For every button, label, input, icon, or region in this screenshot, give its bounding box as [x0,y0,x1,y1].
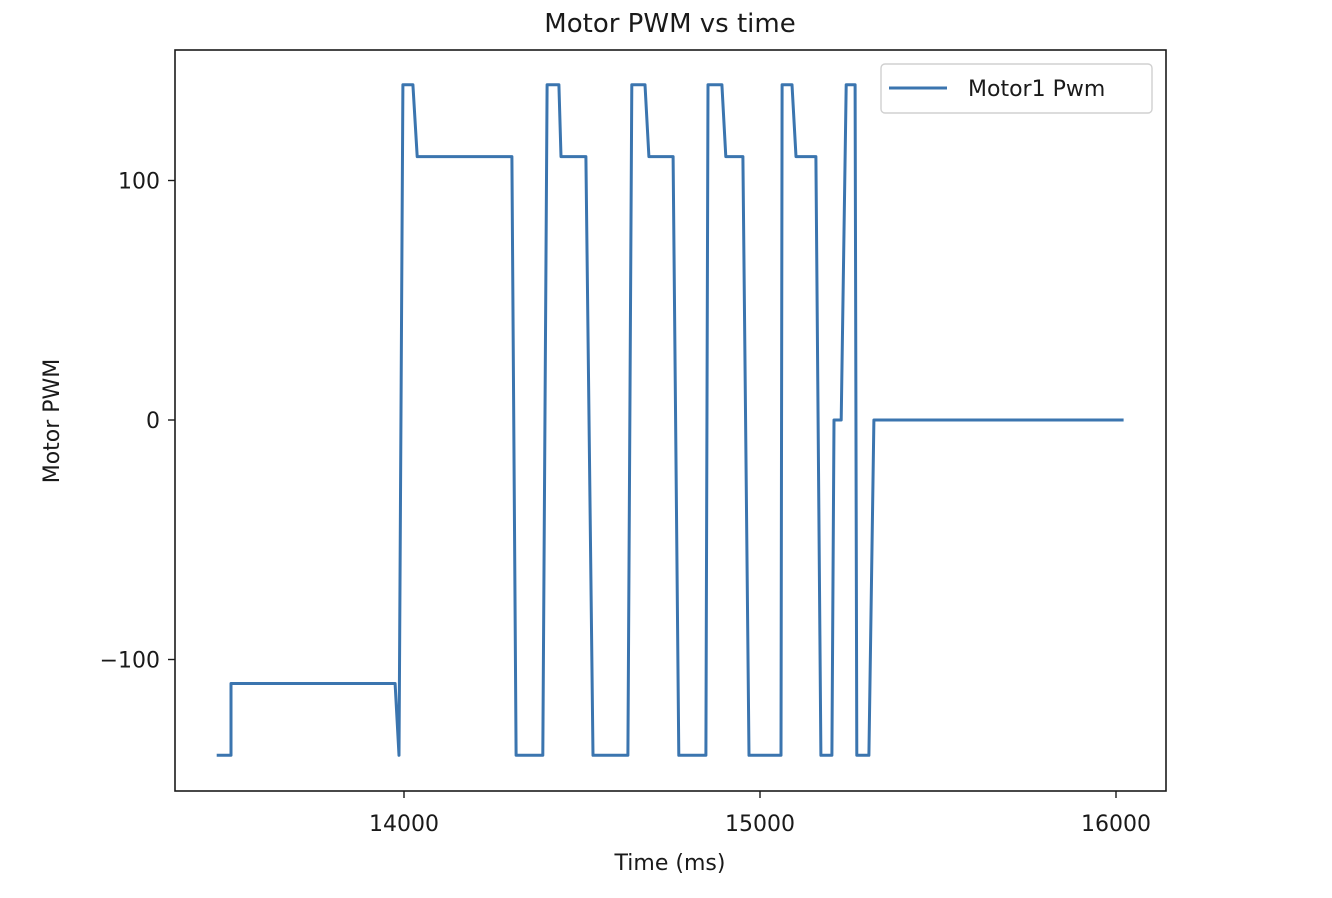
plot-area [174,49,1167,792]
x-tick-label: 14000 [369,812,439,837]
y-axis-label: Motor PWM [40,359,65,484]
y-tick-label: 0 [146,409,160,434]
x-axis-label: Time (ms) [614,851,726,876]
y-tick-label: −100 [100,649,160,674]
y-axis: −100 0 100 [100,170,175,674]
series-line-motor1-pwm [216,83,1124,757]
chart-title: Motor PWM vs time [544,9,795,39]
y-tick-label: 100 [118,170,160,195]
legend-label: Motor1 Pwm [968,77,1105,102]
x-axis: 14000 15000 16000 [369,791,1151,837]
legend-box [880,63,1153,114]
legend: Motor1 Pwm [880,63,1153,114]
x-tick-label: 15000 [725,812,795,837]
x-tick-label: 16000 [1081,812,1151,837]
